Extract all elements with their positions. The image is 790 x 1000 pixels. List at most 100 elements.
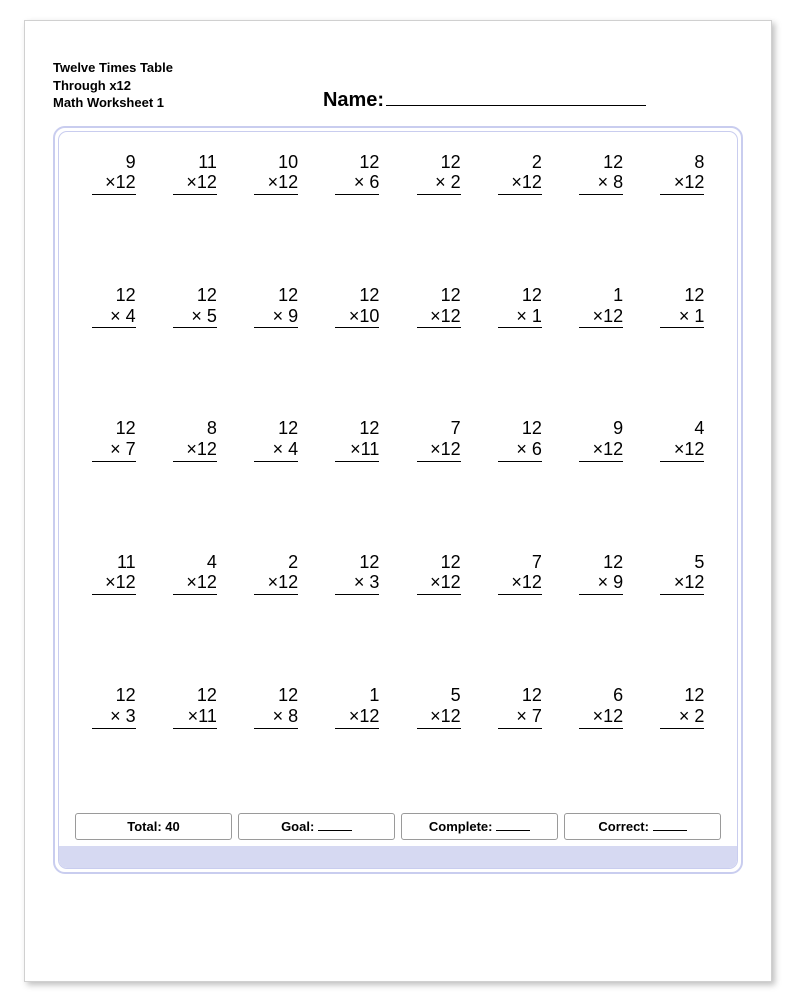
multiplication-problem: 12×12 — [398, 552, 479, 595]
problems-grid: 9×1211×1210×1212× 612× 2 2×1212× 8 8×121… — [73, 152, 723, 729]
multiplication-problem: 12× 9 — [561, 552, 642, 595]
footer-goal: Goal: — [238, 813, 395, 840]
bottom-operand: ×12 — [660, 572, 704, 595]
title-line-1: Twelve Times Table — [53, 59, 173, 77]
top-operand: 12 — [579, 552, 623, 573]
top-operand: 12 — [660, 285, 704, 306]
top-operand: 7 — [417, 418, 461, 439]
multiplication-problem: 1×12 — [317, 685, 398, 728]
name-blank-line[interactable] — [386, 105, 646, 106]
name-field: Name: — [173, 89, 743, 112]
multiplication-problem: 5×12 — [642, 552, 723, 595]
top-operand: 12 — [335, 552, 379, 573]
bottom-operand: × 6 — [335, 172, 379, 195]
multiplication-problem: 4×12 — [154, 552, 235, 595]
correct-blank[interactable] — [653, 830, 687, 831]
bottom-operand: ×12 — [173, 172, 217, 195]
top-operand: 1 — [335, 685, 379, 706]
bottom-operand: ×12 — [579, 439, 623, 462]
top-operand: 12 — [335, 152, 379, 173]
multiplication-problem: 12×11 — [317, 418, 398, 461]
multiplication-problem: 11×12 — [73, 552, 154, 595]
top-operand: 5 — [660, 552, 704, 573]
title-line-3: Math Worksheet 1 — [53, 94, 173, 112]
top-operand: 12 — [417, 285, 461, 306]
header: Twelve Times Table Through x12 Math Work… — [53, 59, 743, 112]
bottom-operand: ×12 — [660, 439, 704, 462]
title-line-2: Through x12 — [53, 77, 173, 95]
complete-blank[interactable] — [496, 830, 530, 831]
footer-boxes: Total: 40 Goal: Complete: Correct: — [75, 813, 721, 840]
bottom-operand: × 4 — [92, 306, 136, 329]
top-operand: 4 — [173, 552, 217, 573]
bottom-operand: ×12 — [173, 439, 217, 462]
multiplication-problem: 10×12 — [236, 152, 317, 195]
goal-blank[interactable] — [318, 830, 352, 831]
top-operand: 12 — [498, 418, 542, 439]
multiplication-problem: 7×12 — [479, 552, 560, 595]
top-operand: 9 — [92, 152, 136, 173]
multiplication-problem: 4×12 — [642, 418, 723, 461]
top-operand: 1 — [579, 285, 623, 306]
multiplication-problem: 2×12 — [236, 552, 317, 595]
multiplication-problem: 9×12 — [561, 418, 642, 461]
multiplication-problem: 12× 8 — [236, 685, 317, 728]
bottom-operand: × 3 — [92, 706, 136, 729]
bottom-operand: × 3 — [335, 572, 379, 595]
bottom-operand: ×11 — [335, 439, 379, 462]
bottom-operand: ×12 — [173, 572, 217, 595]
multiplication-problem: 12× 3 — [73, 685, 154, 728]
top-operand: 12 — [173, 285, 217, 306]
footer-correct: Correct: — [564, 813, 721, 840]
bottom-operand: × 1 — [498, 306, 542, 329]
top-operand: 12 — [92, 285, 136, 306]
multiplication-problem: 11×12 — [154, 152, 235, 195]
multiplication-problem: 12×11 — [154, 685, 235, 728]
top-operand: 2 — [254, 552, 298, 573]
bottom-operand: × 8 — [579, 172, 623, 195]
bottom-operand: ×11 — [173, 706, 217, 729]
bottom-operand: ×12 — [660, 172, 704, 195]
bottom-accent-band — [59, 846, 737, 868]
bottom-operand: × 4 — [254, 439, 298, 462]
top-operand: 12 — [173, 685, 217, 706]
top-operand: 8 — [660, 152, 704, 173]
complete-label: Complete: — [429, 819, 493, 834]
bottom-operand: ×12 — [254, 172, 298, 195]
multiplication-problem: 12×12 — [398, 285, 479, 328]
bottom-operand: ×12 — [92, 572, 136, 595]
top-operand: 4 — [660, 418, 704, 439]
bottom-operand: ×12 — [254, 572, 298, 595]
bottom-operand: ×12 — [417, 306, 461, 329]
bottom-operand: × 2 — [417, 172, 461, 195]
multiplication-problem: 12× 7 — [479, 685, 560, 728]
top-operand: 12 — [254, 285, 298, 306]
multiplication-problem: 12× 6 — [479, 418, 560, 461]
top-operand: 11 — [92, 552, 136, 573]
bottom-operand: × 7 — [498, 706, 542, 729]
correct-label: Correct: — [598, 819, 649, 834]
top-operand: 12 — [254, 685, 298, 706]
bottom-operand: ×12 — [417, 439, 461, 462]
bottom-operand: ×12 — [498, 572, 542, 595]
worksheet-frame-inner: 9×1211×1210×1212× 612× 2 2×1212× 8 8×121… — [58, 131, 738, 869]
top-operand: 12 — [579, 152, 623, 173]
footer-complete: Complete: — [401, 813, 558, 840]
multiplication-problem: 12× 3 — [317, 552, 398, 595]
bottom-operand: ×10 — [335, 306, 379, 329]
multiplication-problem: 12× 2 — [398, 152, 479, 195]
top-operand: 12 — [498, 685, 542, 706]
bottom-operand: × 8 — [254, 706, 298, 729]
footer-total: Total: 40 — [75, 813, 232, 840]
multiplication-problem: 12× 1 — [479, 285, 560, 328]
bottom-operand: × 5 — [173, 306, 217, 329]
bottom-operand: × 1 — [660, 306, 704, 329]
multiplication-problem: 12× 1 — [642, 285, 723, 328]
top-operand: 7 — [498, 552, 542, 573]
multiplication-problem: 12× 2 — [642, 685, 723, 728]
worksheet-page: Twelve Times Table Through x12 Math Work… — [24, 20, 772, 982]
top-operand: 2 — [498, 152, 542, 173]
multiplication-problem: 12× 8 — [561, 152, 642, 195]
multiplication-problem: 12×10 — [317, 285, 398, 328]
multiplication-problem: 2×12 — [479, 152, 560, 195]
